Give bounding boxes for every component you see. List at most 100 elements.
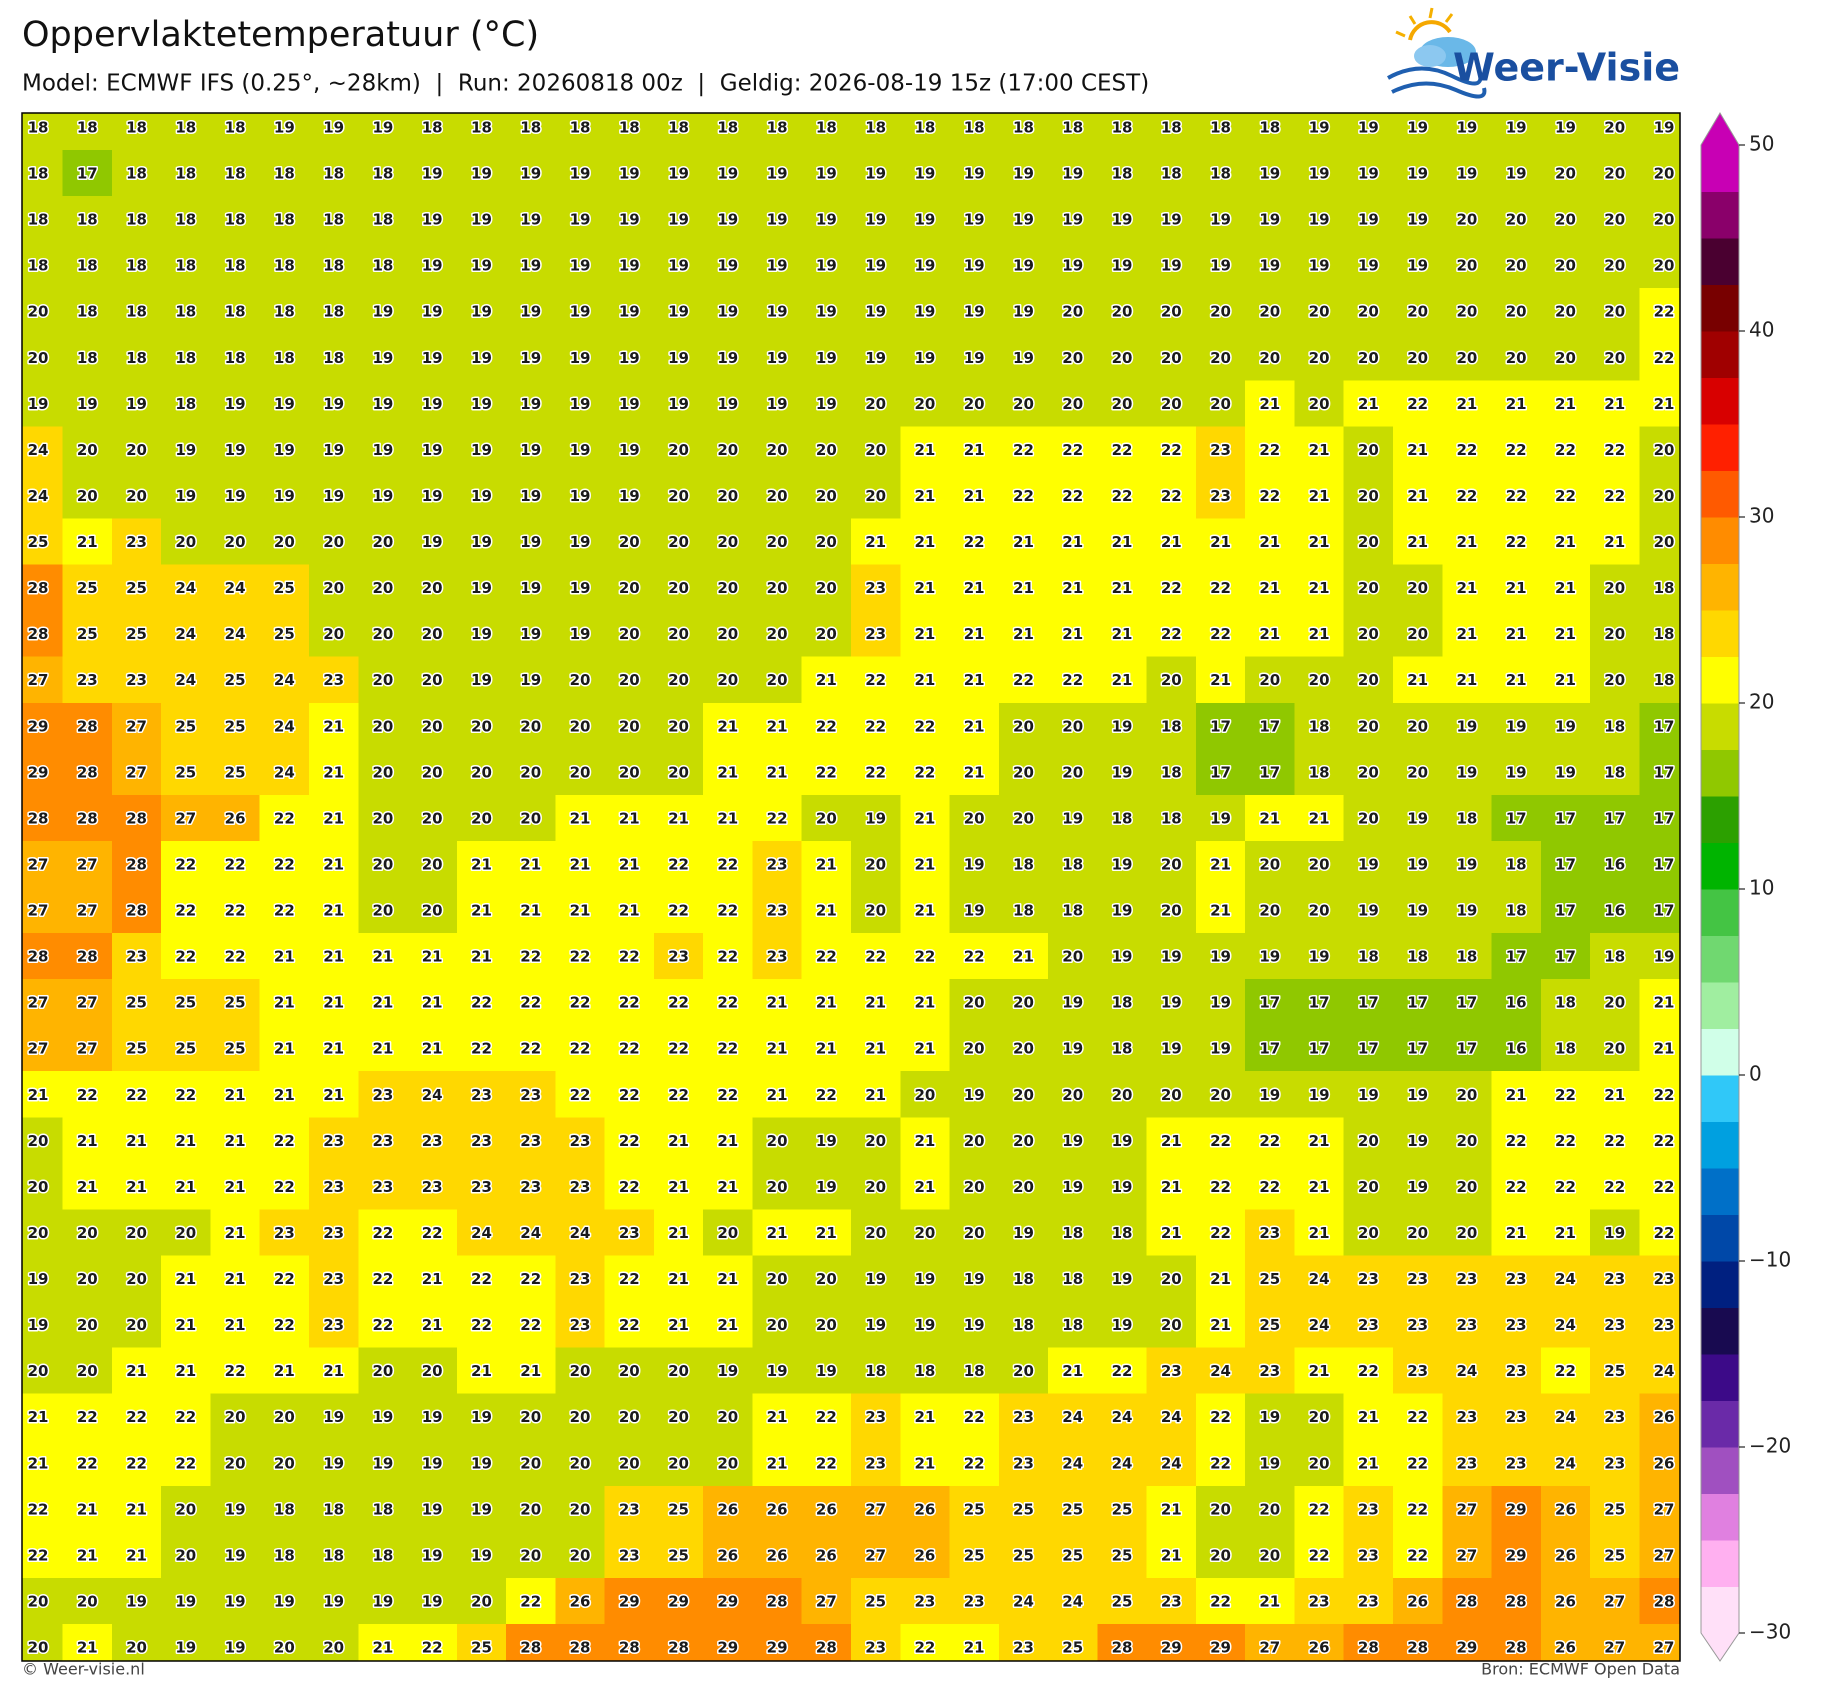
temperature-cell: [752, 288, 803, 335]
temperature-label: 17: [1407, 994, 1428, 1012]
temperature-cell: [1639, 887, 1680, 934]
temperature-label: 20: [1456, 1178, 1477, 1196]
temperature-cell: [259, 794, 310, 842]
temperature-cell: [62, 702, 113, 750]
temperature-cell: [653, 288, 704, 335]
temperature-label: 21: [668, 1132, 689, 1150]
temperature-label: 20: [570, 763, 591, 781]
temperature-cell: [259, 933, 310, 980]
temperature-label: 23: [1654, 1270, 1675, 1288]
temperature-label: 20: [1358, 487, 1379, 505]
temperature-label: 19: [964, 257, 985, 275]
temperature-cell: [1048, 380, 1098, 427]
temperature-label: 22: [422, 1224, 443, 1242]
temperature-cell: [1097, 426, 1148, 474]
temperature-label: 21: [1654, 1040, 1675, 1058]
temperature-label: 22: [1013, 487, 1034, 505]
temperature-label: 21: [1210, 533, 1231, 551]
temperature-label: 21: [1309, 533, 1330, 551]
temperature-cell: [456, 887, 507, 934]
temperature-label: 19: [323, 395, 344, 413]
temperature-label: 20: [668, 763, 689, 781]
temperature-cell: [1048, 887, 1098, 934]
temperature-label: 20: [865, 441, 886, 459]
temperature-cell: [1442, 150, 1493, 197]
temperature-label: 21: [964, 487, 985, 505]
temperature-label: 21: [1506, 1086, 1527, 1104]
temperature-label: 28: [28, 579, 49, 597]
temperature-label: 20: [1506, 211, 1527, 229]
colorbar-tick-label: 0: [1749, 1062, 1762, 1086]
temperature-cell: [309, 748, 359, 796]
temperature-label: 22: [1456, 487, 1477, 505]
temperature-label: 20: [28, 1178, 49, 1196]
temperature-label: 20: [422, 902, 443, 920]
temperature-cell: [1442, 196, 1493, 243]
temperature-label: 21: [274, 948, 295, 966]
temperature-label: 21: [422, 948, 443, 966]
temperature-label: 24: [274, 763, 295, 781]
temperature-cell: [210, 196, 261, 243]
temperature-label: 18: [1456, 948, 1477, 966]
temperature-label: 21: [175, 1316, 196, 1334]
temperature-label: 19: [1309, 948, 1330, 966]
temperature-label: 18: [1013, 119, 1034, 137]
temperature-label: 19: [323, 1408, 344, 1426]
temperature-label: 21: [1062, 1362, 1083, 1380]
temperature-cell: [1393, 113, 1443, 151]
temperature-label: 20: [1358, 1178, 1379, 1196]
temperature-label: 19: [816, 1132, 837, 1150]
temperature-cell: [22, 748, 64, 796]
temperature-cell: [1294, 242, 1345, 289]
temperature-label: 18: [1062, 1316, 1083, 1334]
temperature-label: 29: [1210, 1639, 1231, 1657]
temperature-label: 22: [1013, 441, 1034, 459]
temperature-label: 19: [570, 211, 591, 229]
temperature-label: 18: [816, 119, 837, 137]
temperature-label: 19: [1358, 1086, 1379, 1104]
temperature-label: 19: [1358, 211, 1379, 229]
temperature-label: 21: [1259, 579, 1280, 597]
temperature-label: 20: [1062, 763, 1083, 781]
temperature-label: 27: [865, 1500, 886, 1518]
temperature-label: 20: [1555, 257, 1576, 275]
temperature-label: 25: [126, 579, 147, 597]
temperature-label: 20: [1161, 303, 1182, 321]
temperature-label: 19: [372, 1408, 393, 1426]
temperature-label: 20: [1013, 1040, 1034, 1058]
temperature-label: 25: [1604, 1362, 1625, 1380]
temperature-label: 19: [1112, 1178, 1133, 1196]
temperature-label: 18: [520, 119, 541, 137]
temperature-cell: [210, 334, 261, 381]
temperature-label: 19: [1604, 1224, 1625, 1242]
temperature-label: 22: [1259, 487, 1280, 505]
temperature-cell: [1540, 334, 1591, 381]
temperature-cell: [604, 242, 655, 289]
temperature-cell: [1491, 334, 1542, 381]
temperature-label: 17: [1358, 1040, 1379, 1058]
temperature-cell: [900, 242, 951, 289]
temperature-cell: [1343, 334, 1394, 381]
temperature-label: 20: [1112, 395, 1133, 413]
temperature-cell: [1146, 656, 1197, 704]
temperature-label: 20: [77, 1592, 98, 1610]
temperature-cell: [1245, 472, 1296, 520]
temperature-label: 20: [323, 533, 344, 551]
temperature-cell: [604, 113, 655, 151]
temperature-label: 18: [323, 211, 344, 229]
temperature-label: 20: [767, 487, 788, 505]
temperature-label: 19: [1210, 211, 1231, 229]
temperature-label: 21: [914, 1132, 935, 1150]
temperature-label: 19: [1309, 119, 1330, 137]
temperature-label: 22: [1210, 579, 1231, 597]
temperature-cell: [1393, 380, 1443, 427]
temperature-cell: [161, 196, 212, 243]
temperature-label: 26: [816, 1546, 837, 1564]
temperature-cell: [1442, 656, 1493, 704]
temperature-label: 17: [1654, 855, 1675, 873]
temperature-label: 19: [914, 257, 935, 275]
temperature-cell: [851, 472, 901, 520]
temperature-label: 18: [323, 257, 344, 275]
temperature-label: 18: [274, 1546, 295, 1564]
temperature-label: 18: [570, 119, 591, 137]
